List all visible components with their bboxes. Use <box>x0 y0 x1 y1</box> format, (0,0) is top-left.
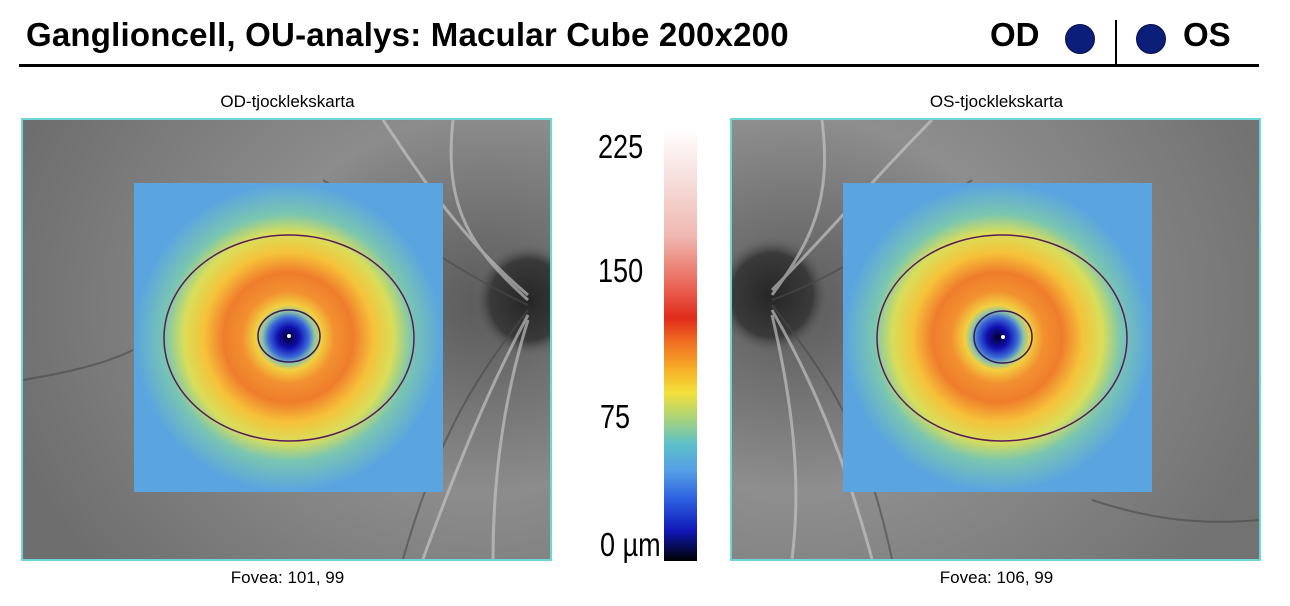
report-title: Ganglioncell, OU-analys: Macular Cube 20… <box>26 16 789 53</box>
os-label: OS <box>1183 16 1231 53</box>
header-rule <box>19 64 1259 67</box>
os-heatmap <box>843 183 1152 492</box>
eye-separator <box>1115 20 1117 65</box>
os-fovea-coords: Fovea: 106, 99 <box>939 568 1054 587</box>
scale-label-0: 0 µm <box>600 526 661 563</box>
os-map-caption: OS-tjocklekskarta <box>929 92 1064 111</box>
os-eye-icon <box>1136 24 1166 54</box>
os-inner-ring <box>973 310 1033 364</box>
od-thickness-map <box>21 118 552 561</box>
scale-label-225: 225 <box>598 128 644 165</box>
od-inner-ring <box>257 309 321 363</box>
os-outer-ring <box>876 234 1128 442</box>
scale-label-150: 150 <box>598 252 644 289</box>
od-label: OD <box>990 16 1040 53</box>
od-outer-ring <box>163 234 415 442</box>
od-fovea-coords: Fovea: 101, 99 <box>230 568 345 587</box>
scale-label-75: 75 <box>600 398 631 435</box>
os-thickness-map <box>730 118 1261 561</box>
od-eye-icon <box>1065 24 1095 54</box>
thickness-color-scale <box>664 128 697 561</box>
od-map-caption: OD-tjocklekskarta <box>220 92 355 111</box>
